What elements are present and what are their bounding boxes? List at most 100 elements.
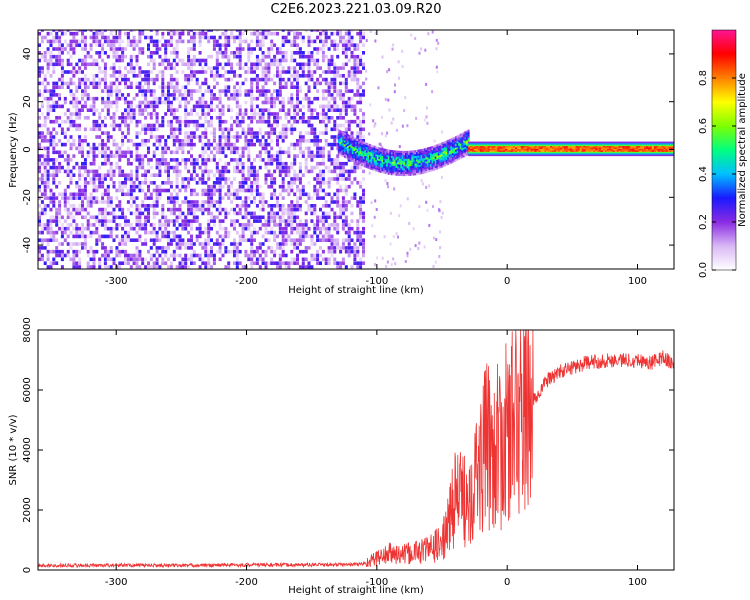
spectrogram-cell: [270, 123, 274, 128]
spectrogram-cell: [49, 226, 53, 231]
spectrogram-cell: [224, 192, 228, 197]
spectrogram-cell: [411, 171, 414, 174]
spectrogram-cell: [298, 142, 302, 147]
spectrogram-cell: [258, 154, 262, 158]
spectrogram-cell: [347, 153, 350, 156]
spectrogram-cell: [365, 160, 368, 163]
spectrogram-cell: [75, 226, 79, 231]
spectrogram-cell: [397, 167, 400, 171]
spectrogram-cell: [75, 234, 79, 239]
spectrogram-cell: [385, 265, 388, 268]
spectrogram-cell: [426, 153, 429, 156]
spectrogram-cell: [218, 196, 222, 200]
spectrogram-cell: [43, 226, 47, 231]
spectrogram-cell: [403, 152, 406, 155]
spectrogram-cell: [138, 66, 142, 70]
spectrogram-cell: [164, 261, 168, 265]
spectrogram-cell: [141, 204, 145, 208]
spectrogram-cell: [350, 74, 354, 78]
spectrogram-cell: [383, 171, 386, 174]
spectrogram-cell: [250, 135, 254, 139]
spectrogram-cell: [394, 161, 397, 165]
spectrogram-cell: [118, 89, 122, 93]
spectrogram-cell: [327, 238, 331, 242]
spectrogram-cell: [52, 127, 56, 132]
spectrogram-cell: [115, 51, 119, 55]
spectrogram-cell: [147, 169, 150, 174]
spectrogram-cell: [98, 85, 102, 89]
spectrogram-cell: [233, 246, 236, 250]
spectrogram-cell: [281, 246, 285, 250]
spectrogram-cell: [210, 100, 213, 105]
spectrogram-cell: [433, 164, 436, 167]
spectrogram-cell: [316, 116, 320, 120]
spectrogram-cell: [152, 150, 156, 155]
spectrogram-cell: [370, 150, 373, 153]
spectrogram-cell: [247, 154, 251, 158]
spectrogram-cell: [235, 116, 239, 120]
spectrogram-cell: [101, 89, 105, 93]
spectrogram-cell: [60, 142, 64, 147]
spectrogram-cell: [284, 173, 288, 177]
spectrogram-cell: [181, 139, 185, 143]
spectrogram-cell: [348, 140, 351, 143]
spectrogram-cell: [52, 173, 56, 177]
spectrogram-cell: [129, 161, 133, 166]
spectrogram-cell: [149, 51, 153, 55]
spectrogram-cell: [75, 43, 79, 47]
spectrogram-cell: [224, 265, 228, 269]
spectrogram-cell: [161, 146, 165, 151]
spectrogram-cell: [389, 159, 392, 162]
spectrogram-cell: [175, 116, 179, 120]
spectrogram-cell: [86, 62, 90, 67]
spectrogram-cell: [261, 204, 265, 208]
spectrogram-cell: [408, 168, 411, 171]
spectrogram-cell: [204, 181, 208, 185]
spectrogram-cell: [358, 141, 361, 144]
spectrogram-cell: [362, 141, 365, 144]
spectrogram-cell: [327, 192, 331, 197]
spectrogram-cell: [359, 242, 363, 246]
spectrogram-cell: [255, 177, 259, 181]
spectrogram-cell: [287, 150, 291, 155]
spectrogram-cell: [95, 119, 99, 124]
spectrogram-cell: [373, 153, 376, 156]
spectrogram-cell: [72, 139, 76, 143]
spectrogram-cell: [355, 157, 357, 160]
spectrogram-cell: [141, 161, 145, 166]
spectrogram-cell: [241, 31, 245, 36]
spectrogram-cell: [381, 155, 384, 158]
spectrogram-cell: [321, 131, 325, 135]
spectrogram-cell: [287, 100, 291, 105]
spectrogram-cell: [369, 30, 372, 33]
spectrogram-cell: [172, 58, 176, 63]
spectrogram-cell: [167, 177, 170, 181]
spectrogram-cell: [103, 142, 107, 147]
spectrogram-cell: [316, 81, 320, 86]
spectrogram-cell: [169, 93, 173, 97]
spectrogram-cell: [101, 181, 105, 185]
spectrogram-cell: [147, 261, 150, 265]
spectrogram-cell: [138, 215, 142, 220]
spectrogram-cell: [301, 74, 305, 78]
spectrogram-cell: [238, 207, 242, 212]
spectrogram-cell: [129, 119, 133, 124]
spectrogram-cell: [187, 200, 191, 204]
spectrogram-cell: [369, 155, 371, 158]
spectrogram-cell: [340, 134, 343, 138]
spectrogram-cell: [161, 81, 165, 86]
spectrogram-cell: [287, 30, 291, 32]
spectrogram-cell: [420, 171, 423, 175]
spectrogram-cell: [316, 223, 320, 227]
spectrogram-cell: [132, 211, 136, 216]
spectrogram-cell: [40, 81, 44, 86]
spectrogram-cell: [250, 77, 254, 82]
spectrogram-cell: [430, 156, 432, 159]
spectrogram-cell: [58, 150, 62, 155]
spectrogram-cell: [221, 238, 225, 242]
spectrogram-cell: [164, 246, 168, 250]
spectrogram-cell: [190, 257, 193, 262]
spectrogram-cell: [433, 160, 436, 163]
spectrogram-cell: [296, 35, 299, 40]
spectrogram-cell: [195, 112, 199, 116]
